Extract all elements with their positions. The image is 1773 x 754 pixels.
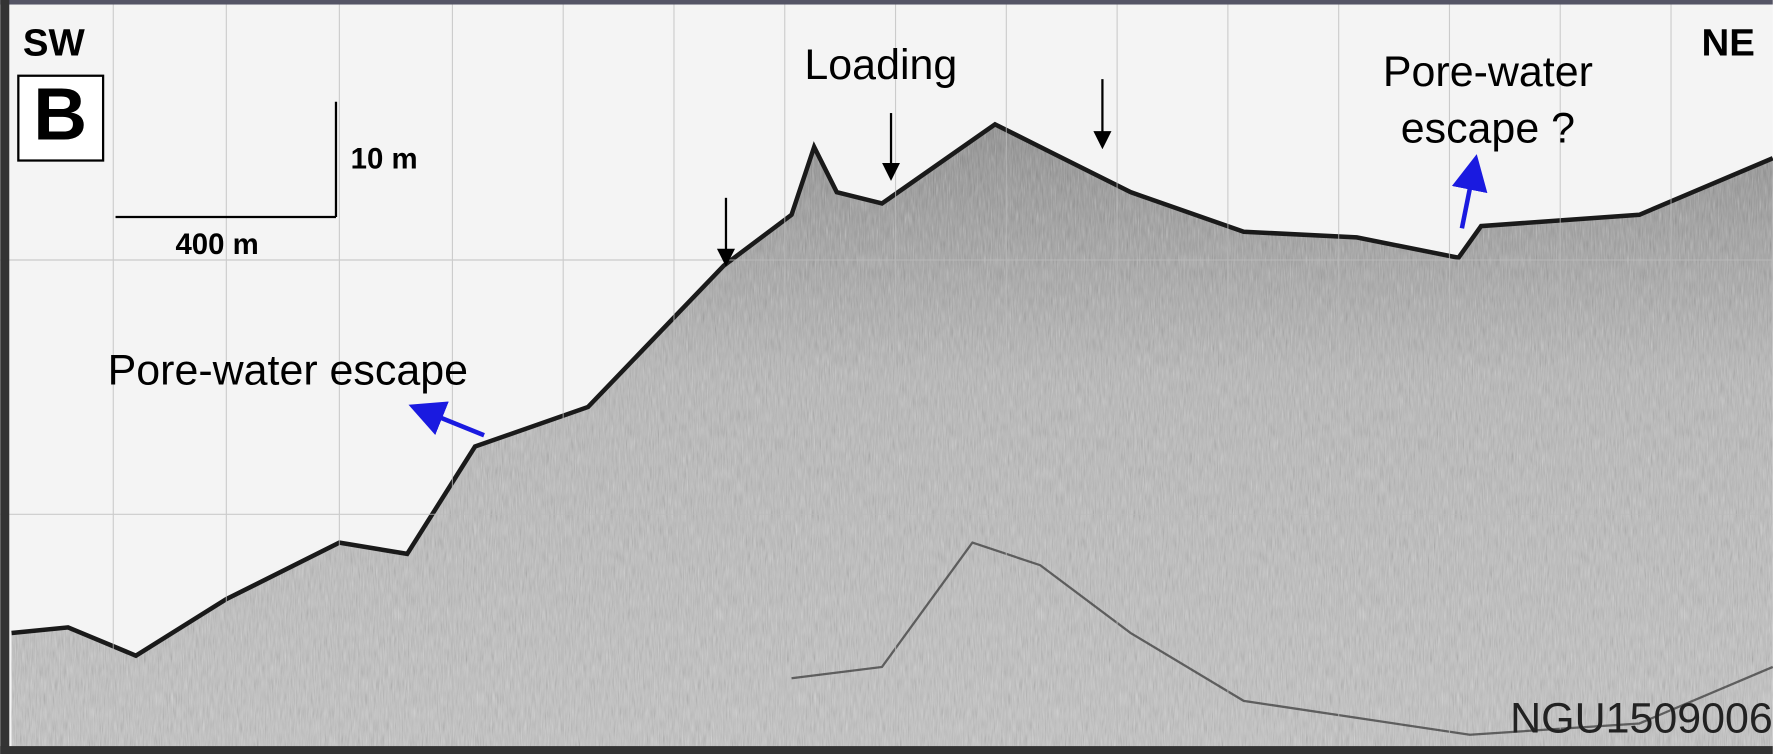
profile-id: NGU1509006 (1510, 695, 1773, 743)
direction-sw: SW (23, 21, 86, 64)
panel-label: B (33, 72, 87, 156)
page: SW B NE 10 m 400 m Loading Pore-water es… (0, 0, 1773, 754)
pore-water-label-right: escape ? (1401, 104, 1575, 152)
vertical-scale: 10 m (351, 142, 418, 175)
direction-ne: NE (1702, 21, 1755, 64)
bottom-edge (0, 746, 1773, 754)
top-edge (0, 0, 1773, 5)
seismic-profile: SW B NE 10 m 400 m Loading Pore-water es… (0, 0, 1773, 754)
pore-water-label-left: Pore-water escape (108, 346, 468, 394)
loading-label: Loading (804, 41, 957, 89)
horizontal-scale: 400 m (175, 228, 258, 261)
pore-water-label-right: Pore-water (1383, 48, 1593, 96)
left-edge (0, 0, 9, 754)
